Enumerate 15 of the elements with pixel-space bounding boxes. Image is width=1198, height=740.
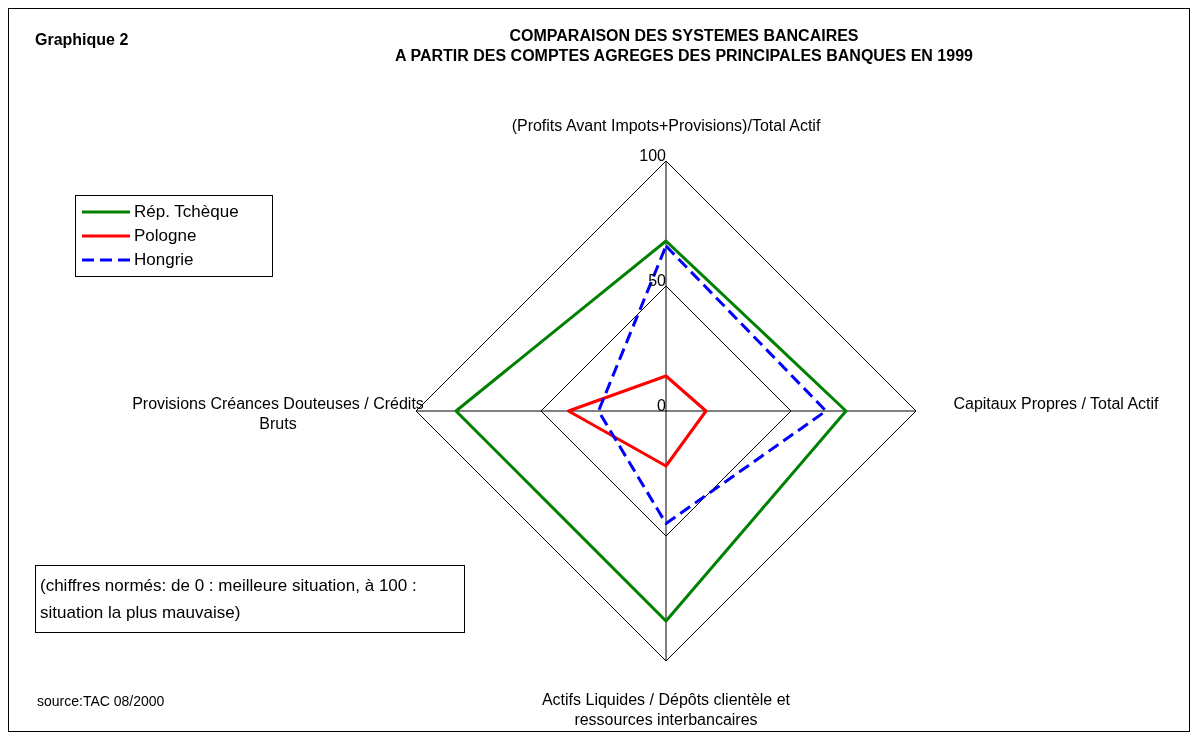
y-tick-label: 50: [648, 272, 667, 289]
legend-label: Pologne: [134, 226, 197, 246]
legend-label: Rép. Tchèque: [134, 202, 239, 222]
spoke-label: Provisions Créances Douteuses / Crédits Bruts: [132, 395, 424, 432]
chart-subtitle: A PARTIR DES COMPTES AGREGES DES PRINCIPALES BANQUES EN 1999: [394, 47, 974, 65]
text: (chiffres normés: de 0 : meilleure situation, à 100 : situation la plus mauvaise): [35, 565, 465, 633]
spoke-label: (Profits Avant Impots+Provisions)/Total Actif: [511, 117, 821, 134]
text: Graphique 2: [35, 31, 129, 49]
y-tick-label: 100: [639, 147, 667, 164]
spoke-label: Capitaux Propres / Total Actif: [953, 395, 1160, 412]
y-tick-label: 0: [657, 397, 667, 414]
spoke-label: Actifs Liquides / Dépôts clientèle et ressources interbancaires: [541, 691, 791, 728]
legend-label: Hongrie: [134, 250, 194, 270]
chart-title: COMPARAISON DES SYSTEMES BANCAIRES: [508, 27, 860, 45]
source-note: source:TAC 08/2000: [37, 693, 165, 709]
